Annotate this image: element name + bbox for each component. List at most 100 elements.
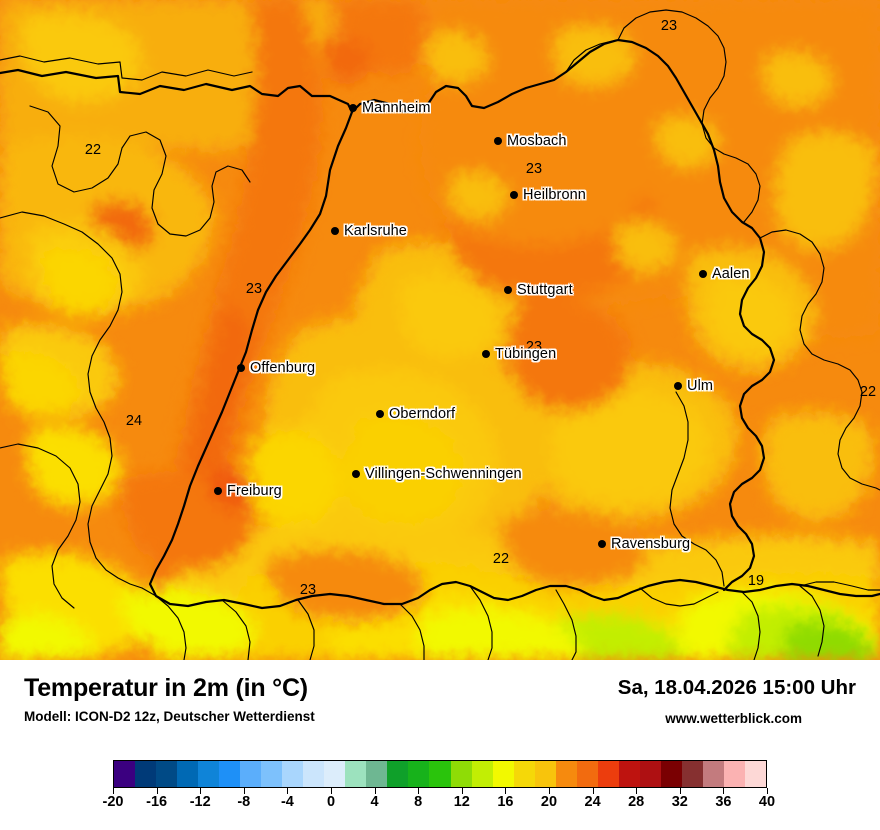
contour-label: 19 [747,573,765,589]
colorbar-bands [113,760,767,788]
city-dot-icon [494,137,502,145]
colorbar-tick-label: 12 [453,794,470,810]
colorbar-tick [505,788,507,794]
city-marker-oberndorf[interactable]: Oberndorf [376,406,455,422]
city-dot-icon [598,540,606,548]
city-dot-icon [699,270,707,278]
colorbar-tick [461,788,463,794]
colorbar-band [408,761,430,787]
colorbar-band [282,761,304,787]
city-marker-heilbronn[interactable]: Heilbronn [510,187,586,203]
colorbar-tick-label: 4 [370,794,379,810]
city-marker-ravensburg[interactable]: Ravensburg [598,536,690,552]
colorbar-band [618,761,640,787]
city-marker-karlsruhe[interactable]: Karlsruhe [331,223,407,239]
colorbar-tick [156,788,158,794]
colorbar-tick [767,788,768,794]
city-marker-offenburg[interactable]: Offenburg [237,360,315,376]
colorbar-tick-label: 32 [671,794,688,810]
colorbar-tick [331,788,332,794]
city-marker-villingen-schwenningen[interactable]: Villingen-Schwenningen [352,466,522,482]
city-label: Ravensburg [611,536,691,552]
colorbar-band [639,761,661,787]
colorbar-tick [287,788,289,794]
colorbar-tick [113,788,114,794]
colorbar-tick [200,788,202,794]
city-label: Oberndorf [389,406,456,422]
colorbar-tick-label: -20 [102,794,124,810]
city-marker-aalen[interactable]: Aalen [699,266,750,282]
colorbar-tick-label: -8 [237,794,251,810]
city-dot-icon [482,350,490,358]
colorbar-band [240,761,262,787]
administrative-borders [0,9,880,660]
colorbar-band [303,761,325,787]
valid-datetime: Sa, 18.04.2026 15:00 Uhr [617,676,856,699]
colorbar-band [534,761,556,787]
contour-label: 22 [492,551,510,567]
colorbar-tick-label: -16 [146,794,168,810]
colorbar-band [114,761,136,787]
city-dot-icon [504,286,512,294]
city-dot-icon [510,191,518,199]
site-url: www.wetterblick.com [665,711,802,726]
temperature-map[interactable]: 23 22 23 23 23 22 24 22 19 23 Mannheim [0,0,880,660]
colorbar-band [429,761,451,787]
city-label: Mannheim [362,100,431,116]
colorbar-band [555,761,577,787]
city-marker-mosbach[interactable]: Mosbach [494,133,567,149]
city-label: Stuttgart [517,282,573,298]
colorbar-tick-label: -4 [280,794,294,810]
colorbar-tick [679,788,681,794]
temperature-raster [0,0,880,660]
contour-label: 22 [859,384,877,400]
colorbar-band [702,761,724,787]
city-label: Karlsruhe [344,223,407,239]
colorbar-tick [723,788,725,794]
colorbar-tick-label: -12 [189,794,211,810]
contour-label: 23 [525,339,543,355]
colorbar-band [744,761,766,787]
colorbar-band [492,761,514,787]
city-marker-tuebingen[interactable]: Tübingen [482,346,556,362]
colorbar-band [177,761,199,787]
contour-label: 23 [299,582,317,598]
colorbar-tick [243,788,245,794]
colorbar-tick [636,788,638,794]
city-label: Aalen [712,266,750,282]
temperature-field-svg [0,0,880,660]
city-label: Freiburg [227,483,282,499]
colorbar-tick-label: 16 [497,794,514,810]
colorbar-tick-label: 20 [540,794,558,810]
colorbar-band [156,761,178,787]
city-label: Villingen-Schwenningen [365,466,522,482]
colorbar-band [450,761,472,787]
city-dot-icon [674,382,682,390]
colorbar-band [261,761,283,787]
colorbar-tick [374,788,376,794]
city-dot-icon [331,227,339,235]
colorbar-tick [592,788,594,794]
colorbar-band [576,761,598,787]
city-marker-mannheim[interactable]: Mannheim [349,100,431,116]
city-marker-ulm[interactable]: Ulm [674,378,713,394]
city-label: Ulm [687,378,714,394]
colorbar-band [345,761,367,787]
city-label: Tübingen [495,346,557,362]
colorbar-tick [418,788,420,794]
colorbar-band [471,761,493,787]
colorbar-band [681,761,703,787]
contour-label: 23 [245,281,263,297]
colorbar-tick-label: 40 [758,794,776,810]
city-marker-freiburg[interactable]: Freiburg [214,483,282,499]
city-label: Offenburg [250,360,316,376]
colorbar-tick-label: 8 [414,794,423,810]
colorbar-band [219,761,241,787]
contour-label: 24 [125,413,143,429]
city-label: Heilbronn [523,187,586,203]
city-dot-icon [237,364,245,372]
city-dot-icon [352,470,360,478]
city-marker-stuttgart[interactable]: Stuttgart [504,282,573,298]
model-subtitle: Modell: ICON-D2 12z, Deutscher Wetterdie… [24,709,315,724]
